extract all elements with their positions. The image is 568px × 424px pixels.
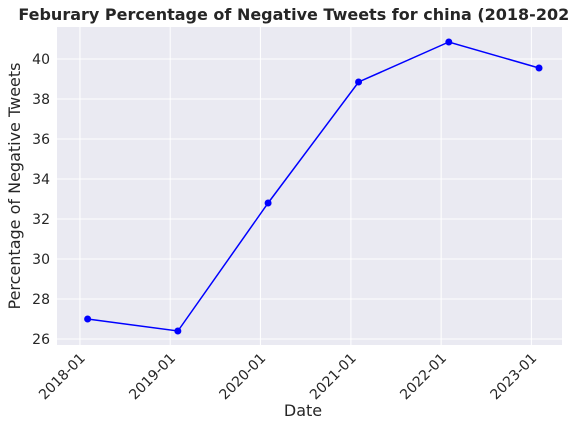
series-line	[87, 41, 540, 332]
x-tick-label: 2020-01	[217, 351, 270, 404]
x-tick-label: 2021-01	[307, 351, 360, 404]
grid-lines	[57, 27, 562, 345]
y-tick-label: 36	[32, 132, 50, 148]
data-point	[264, 199, 272, 207]
y-tick-label: 30	[32, 252, 50, 268]
data-point	[355, 78, 363, 86]
data-points	[84, 38, 543, 335]
x-tick-label: 2023-01	[488, 351, 541, 404]
y-axis-label: Percentage of Negative Tweets	[5, 63, 24, 310]
data-point	[445, 38, 453, 46]
y-tick-label: 28	[32, 292, 50, 308]
data-point	[174, 327, 182, 335]
x-tick-label: 2022-01	[397, 351, 450, 404]
x-tick-label: 2018-01	[36, 351, 89, 404]
plot-area	[57, 27, 562, 345]
y-tick-label: 40	[32, 52, 50, 68]
y-axis-ticks: 26 28 30 32 34 36 38 40	[32, 52, 50, 348]
data-point	[535, 64, 543, 72]
chart-title: Feburary Percentage of Negative Tweets f…	[18, 5, 568, 24]
x-axis-ticks: 2018-01 2019-01 2020-01 2021-01 2022-01 2023-…	[36, 351, 540, 404]
y-tick-label: 32	[32, 212, 50, 228]
x-tick-label: 2019-01	[126, 351, 179, 404]
y-tick-label: 26	[32, 332, 50, 348]
y-tick-label: 34	[32, 172, 50, 188]
x-axis-label: Date	[284, 401, 322, 420]
data-point	[84, 315, 92, 323]
y-tick-label: 38	[32, 92, 50, 108]
